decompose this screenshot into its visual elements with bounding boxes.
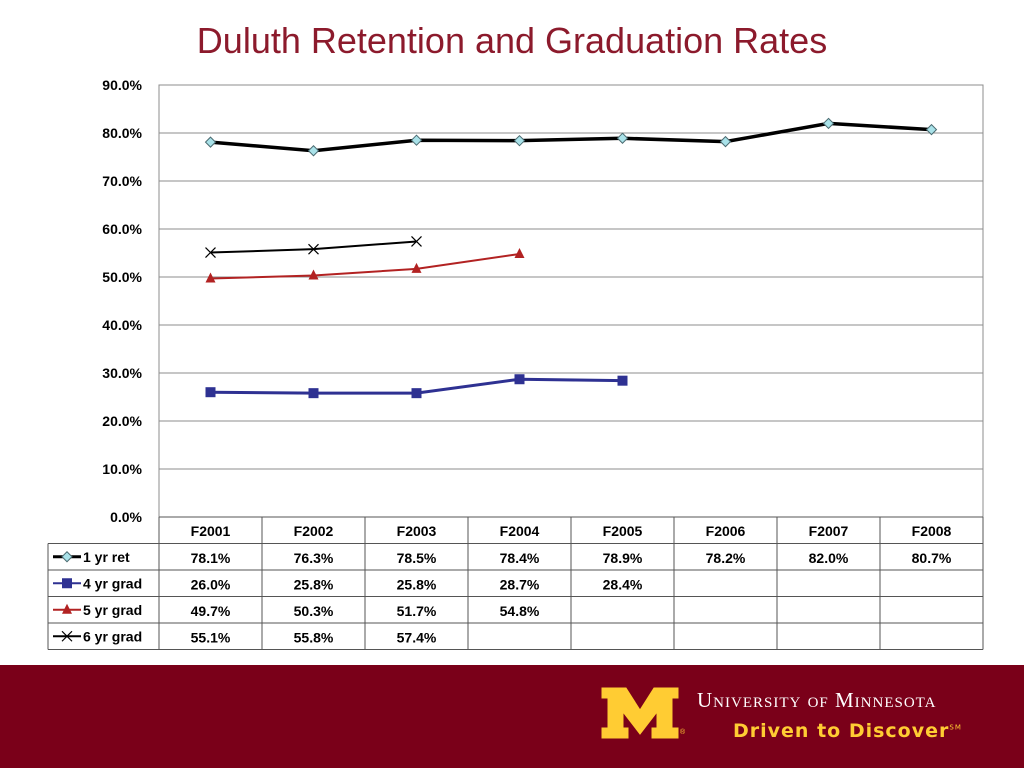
service-mark: SM xyxy=(949,723,962,732)
data-label: 78.1% xyxy=(191,550,231,566)
chart-title: Duluth Retention and Graduation Rates xyxy=(196,20,828,61)
x-tick-label: F2003 xyxy=(397,523,437,539)
legend-label: 5 yr grad xyxy=(83,602,142,618)
data-point xyxy=(307,145,320,157)
y-tick-label: 60.0% xyxy=(102,221,142,237)
y-tick-label: 80.0% xyxy=(102,125,142,141)
legend-key-marker xyxy=(61,551,73,563)
series-line-2 xyxy=(210,252,520,280)
data-label: 55.8% xyxy=(294,629,334,645)
data-point xyxy=(205,272,216,283)
legend-key-marker xyxy=(61,630,73,642)
data-label: 78.5% xyxy=(397,550,437,566)
footer-bar xyxy=(0,665,1024,768)
x-tick-label: F2008 xyxy=(912,523,952,539)
data-label: 82.0% xyxy=(809,550,849,566)
data-point xyxy=(205,247,216,258)
data-label: 78.4% xyxy=(500,550,540,566)
data-point xyxy=(411,262,422,273)
data-point xyxy=(616,132,629,144)
data-label: 25.8% xyxy=(294,576,334,592)
data-label: 28.7% xyxy=(500,576,540,592)
tagline: Driven to DiscoverSM xyxy=(733,720,962,742)
university-name: University of Minnesota xyxy=(697,688,937,712)
footer-divider xyxy=(0,660,1024,665)
data-point xyxy=(308,388,319,399)
data-point xyxy=(617,375,628,386)
data-label: 55.1% xyxy=(191,629,231,645)
y-tick-label: 20.0% xyxy=(102,413,142,429)
y-tick-label: 70.0% xyxy=(102,173,142,189)
x-tick-label: F2004 xyxy=(500,523,540,539)
data-label: 76.3% xyxy=(294,550,334,566)
data-label: 49.7% xyxy=(191,603,231,619)
block-m-logo xyxy=(601,687,679,739)
x-tick-label: F2007 xyxy=(809,523,849,539)
data-point xyxy=(513,134,526,147)
chart: 0.0% 10.0% 20.0% 30.0% 40.0% 50.0% 60.0% 70.0% 8… xyxy=(47,77,984,650)
data-label: 25.8% xyxy=(397,576,437,592)
data-point xyxy=(822,117,835,130)
legend-label: 1 yr ret xyxy=(83,549,130,565)
legend-label: 4 yr grad xyxy=(83,575,142,591)
data-point xyxy=(308,243,319,255)
data-label: 80.7% xyxy=(912,550,952,566)
data-point xyxy=(411,236,422,247)
legend-key-marker xyxy=(62,578,72,589)
data-point xyxy=(514,247,525,258)
series-line-0 xyxy=(210,121,932,153)
y-tick-label: 40.0% xyxy=(102,317,142,333)
tagline-text: Driven to Discover xyxy=(733,720,950,742)
y-tick-label: 90.0% xyxy=(102,77,142,93)
data-label: 78.9% xyxy=(603,550,643,566)
data-point xyxy=(205,387,216,398)
data-label: 57.4% xyxy=(397,629,437,645)
data-point xyxy=(514,374,525,385)
registered-mark: ® xyxy=(680,729,686,736)
x-tick-label: F2006 xyxy=(706,523,746,539)
data-point xyxy=(925,123,938,136)
data-label: 28.4% xyxy=(603,576,643,592)
y-tick-label: 30.0% xyxy=(102,365,142,381)
data-label: 26.0% xyxy=(191,576,231,592)
data-label: 78.2% xyxy=(706,550,746,566)
data-label: 50.3% xyxy=(294,603,334,619)
data-point xyxy=(719,135,732,148)
data-point xyxy=(411,388,422,399)
y-tick-label: 0.0% xyxy=(110,509,142,525)
legend-label: 6 yr grad xyxy=(83,628,142,644)
x-tick-label: F2001 xyxy=(191,523,231,539)
y-tick-label: 50.0% xyxy=(102,269,142,285)
series-line-3 xyxy=(210,240,417,254)
data-point xyxy=(204,136,217,148)
data-point xyxy=(308,269,319,280)
x-tick-label: F2002 xyxy=(294,523,334,539)
data-point xyxy=(410,134,423,146)
x-tick-label: F2005 xyxy=(603,523,643,539)
data-label: 51.7% xyxy=(397,603,437,619)
data-label: 54.8% xyxy=(500,603,540,619)
legend-key-marker xyxy=(62,603,72,614)
y-tick-label: 10.0% xyxy=(102,461,142,477)
